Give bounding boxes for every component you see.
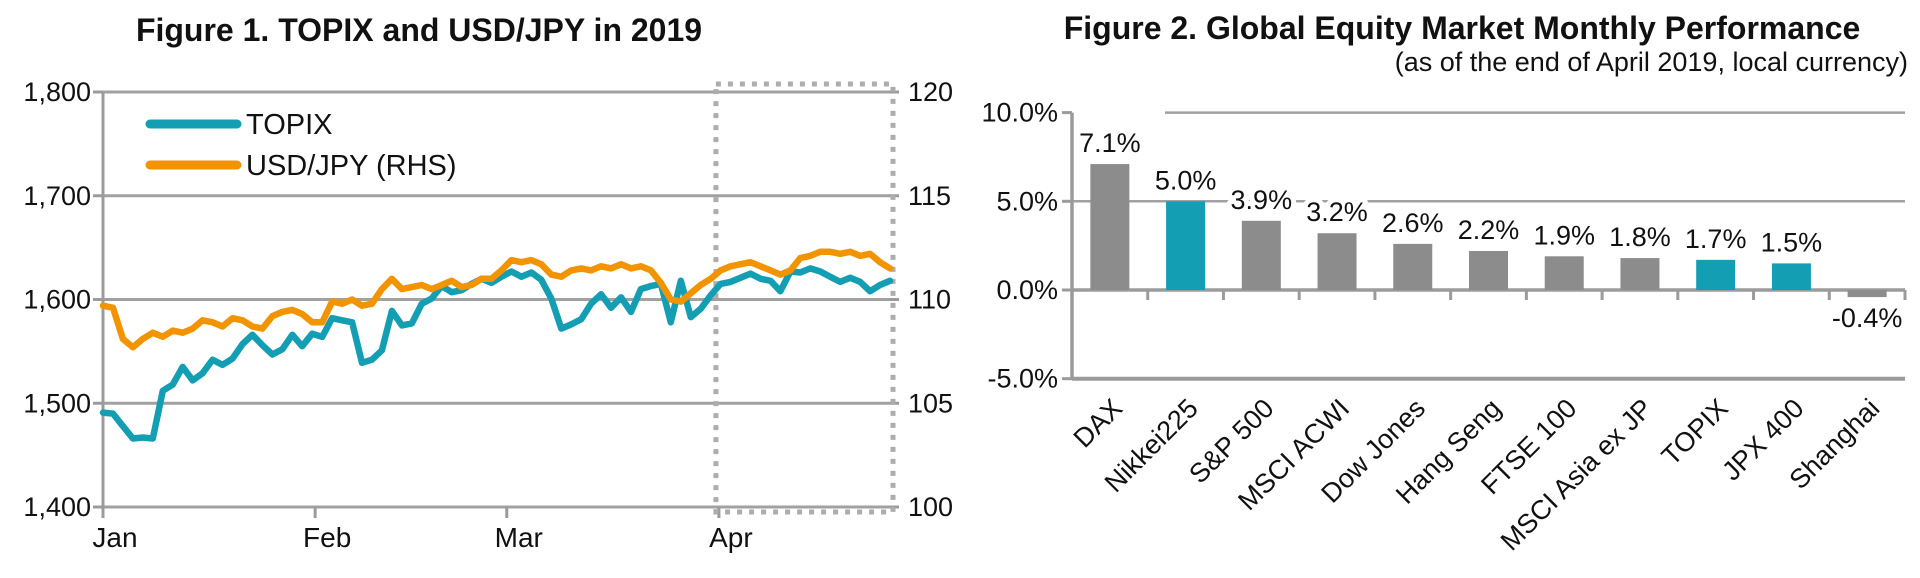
left-axis-label: 1,600: [23, 285, 91, 315]
bar-msci-acwi: [1317, 233, 1357, 290]
y-axis-label: -5.0%: [987, 364, 1058, 394]
x-axis-label: Feb: [303, 522, 351, 553]
legend-label: TOPIX: [246, 109, 333, 141]
bar-value-label: 3.2%: [1306, 197, 1368, 227]
bar-value-label: 1.9%: [1533, 220, 1595, 250]
bar-value-label: 7.1%: [1079, 128, 1141, 158]
right-axis-label: 115: [908, 181, 951, 211]
bar-dax: [1090, 164, 1130, 290]
bar-value-label: 2.6%: [1382, 208, 1444, 238]
figure1-title: Figure 1. TOPIX and USD/JPY in 2019: [135, 12, 703, 48]
right-axis-label: 120: [908, 77, 953, 107]
topix-line: [99, 265, 894, 442]
x-axis-label: Apr: [709, 522, 753, 553]
bar-value-label: 1.7%: [1685, 224, 1747, 254]
equity-performance-bar-chart: 10.0%5.0%0.0%-5.0%7.1%DAX5.0%Nikkei2253.…: [981, 98, 1907, 557]
figure2-title: Figure 2. Global Equity Market Monthly P…: [1063, 10, 1861, 46]
right-axis-label: 100: [908, 492, 953, 522]
figure1-topix-usdjpy-chart: Figure 1. TOPIX and USD/JPY in 2019 1,80…: [23, 12, 953, 553]
bar-s-p-500: [1241, 220, 1281, 290]
bar-dow-jones: [1393, 243, 1433, 290]
bar-nikkei225: [1166, 201, 1206, 290]
bar-hang-seng: [1469, 250, 1508, 290]
bar-jpx-400: [1771, 263, 1811, 290]
bar-value-label: -0.4%: [1832, 303, 1903, 333]
bar-msci-asia-ex-jp: [1620, 258, 1660, 290]
usd-jpy-rhs--line: [99, 248, 894, 351]
bar-value-label: 5.0%: [1155, 165, 1217, 195]
x-axis-label: Jan: [92, 522, 137, 553]
y-axis-label: 0.0%: [996, 275, 1058, 305]
bar-value-label: 2.2%: [1458, 215, 1520, 245]
bar-value-label: 3.9%: [1231, 185, 1293, 215]
category-label: DAX: [1068, 393, 1128, 453]
x-axis-label: Mar: [495, 522, 543, 553]
april-highlight-box: [713, 81, 896, 515]
bar-shanghai: [1847, 290, 1887, 298]
topix-usdjpy-line-chart: 1,800 120 1,700 115 1,600 110 1,500 105 1,400 100…: [23, 77, 953, 553]
bar-value-label: 1.8%: [1609, 222, 1671, 252]
right-axis-label: 110: [908, 285, 951, 315]
bar-value-label: 1.5%: [1761, 227, 1823, 257]
left-axis-label: 1,500: [23, 388, 91, 418]
figure2-subtitle: (as of the end of April 2019, local curr…: [1394, 47, 1908, 77]
legend-label: USD/JPY (RHS): [246, 150, 457, 182]
left-axis-label: 1,400: [23, 492, 91, 522]
bar-topix: [1696, 259, 1736, 290]
left-axis-label: 1,700: [23, 181, 91, 211]
y-axis-label: 5.0%: [996, 186, 1058, 216]
figure2-equity-performance-chart: Figure 2. Global Equity Market Monthly P…: [960, 0, 1920, 578]
y-axis-label: 10.0%: [981, 98, 1058, 128]
bar-ftse-100: [1544, 256, 1584, 290]
left-axis-label: 1,800: [23, 77, 91, 107]
right-axis-label: 105: [908, 388, 953, 418]
